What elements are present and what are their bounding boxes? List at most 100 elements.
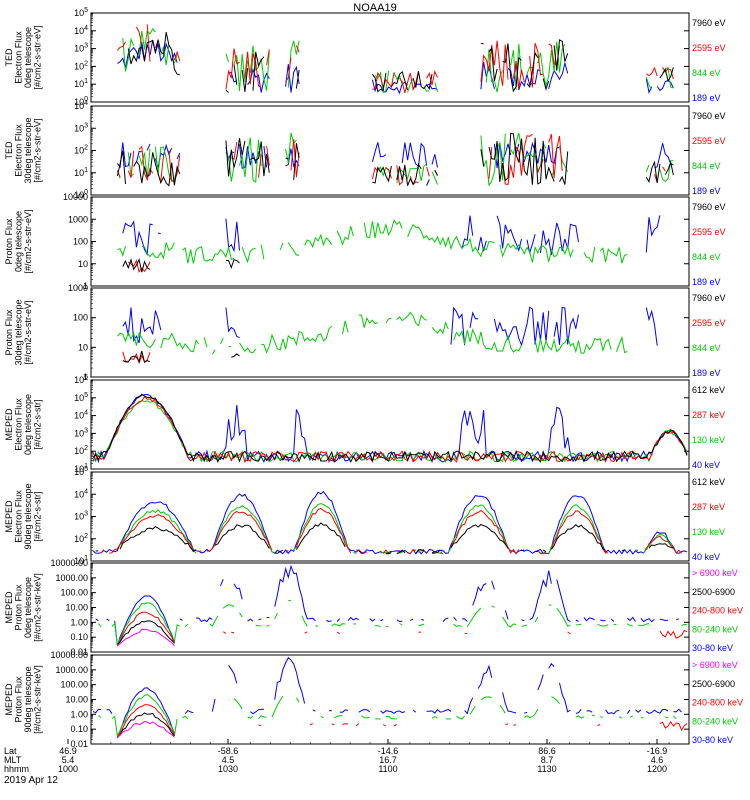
y-axis-label-line: Electron Flux (14, 398, 24, 451)
y-tick-label: 10000.00 (50, 558, 88, 568)
y-tick-label: 106 (74, 374, 88, 385)
panel-5: 101 102 103 104 105 106 MEPED Electron Flux 0deg… (4, 374, 725, 474)
panel-6: 101 102 103 104 105 MEPED Electron Flux 90deg t… (4, 466, 725, 566)
x-tick-label: 1200 (647, 764, 667, 774)
y-axis-label-line: [#/cm2-s-str-eV] (23, 209, 33, 273)
y-tick-label: 1000.00 (55, 665, 88, 675)
y-tick-label: 0.10 (70, 632, 88, 642)
y-tick-label: 104 (74, 100, 88, 111)
y-axis-label-line: [#/cm2-s-str-keV] (33, 573, 43, 642)
x-tick-label: 16.7 (379, 755, 397, 765)
x-tick-label: 4.6 (651, 755, 664, 765)
y-tick-label: 10 (78, 342, 88, 352)
y-axis-label-line: MEPED (4, 591, 14, 624)
legend-entry: 287 keV (692, 502, 725, 512)
series-trace-7960-ev (116, 132, 674, 187)
y-axis-label-line: 0deg telescope (14, 211, 24, 272)
legend-entry: 287 keV (692, 410, 725, 420)
x-tick-label: -58.6 (218, 746, 239, 756)
y-tick-label: 100.00 (60, 588, 88, 598)
legend-entry: 240-800 keV (692, 698, 743, 708)
y-tick-label: 103 (74, 43, 88, 54)
y-axis-label-line: [#/cm2-s-str-keV] (33, 665, 43, 734)
legend-entry: 189 eV (692, 93, 721, 103)
y-tick-label: 104 (74, 25, 88, 36)
y-tick-label: 10000.00 (50, 650, 88, 660)
legend-entry: 2595 eV (692, 43, 726, 53)
y-tick-label: 1.00 (70, 617, 88, 627)
series-trace-844-ev (117, 311, 628, 355)
x-axis-row-label: hhmm (4, 764, 29, 774)
y-axis-label-line: [#/cm2-s-str] (33, 491, 43, 541)
y-tick-label: 105 (74, 466, 88, 477)
legend-entry: 130 keV (692, 435, 725, 445)
y-tick-label: 104 (74, 410, 88, 421)
legend-entry: > 6900 keV (692, 568, 738, 578)
x-tick-label: 1000 (58, 764, 78, 774)
legend-entry: 7960 eV (692, 293, 726, 303)
y-tick-label: 10.00 (65, 695, 88, 705)
x-tick-label: 1030 (218, 764, 238, 774)
legend-entry: 844 eV (692, 161, 721, 171)
y-axis-label-line: [#/cm2-s-str-eV] (33, 25, 43, 89)
y-tick-label: 100 (73, 313, 88, 323)
series-trace-80-240-kev (98, 599, 688, 647)
legend-entry: 7960 eV (692, 18, 726, 28)
x-tick-label: 86.6 (538, 746, 556, 756)
y-axis-label-line: Proton Flux (14, 584, 24, 631)
series-trace-612-kev (92, 393, 688, 464)
y-axis-label-line: Electron Flux (14, 124, 24, 177)
y-tick-label: 1000.00 (55, 573, 88, 583)
x-tick-label: 46.9 (59, 746, 77, 756)
y-axis-label-line: 0deg telescope (23, 27, 33, 88)
y-axis-label-line: Proton Flux (4, 218, 14, 265)
y-tick-label: 105 (74, 7, 88, 18)
series-trace-2500-6900 (117, 620, 175, 646)
legend-entry: > 6900 keV (692, 660, 738, 670)
y-tick-label: 10.00 (65, 603, 88, 613)
series-trace-189-ev (122, 215, 661, 256)
y-axis-label-line: Electron Flux (14, 31, 24, 84)
y-tick-label: 10000 (63, 192, 88, 202)
legend-entry: 844 eV (692, 252, 721, 262)
legend-entry: 844 eV (692, 68, 721, 78)
panel-2: 100 101 102 103 104 TED Electron Flux 30deg tel… (4, 100, 726, 200)
legend-entry: 2595 eV (692, 136, 726, 146)
series-trace--6900-kev (117, 628, 175, 647)
x-tick-label: 1130 (537, 764, 556, 774)
y-axis-label-line: 0deg telescope (23, 577, 33, 638)
series-trace--6900-kev (117, 720, 175, 738)
panel-frame (90, 379, 690, 470)
x-tick-label: 1100 (378, 764, 397, 774)
legend-entry: 40 keV (692, 552, 720, 562)
x-axis-row-label: MLT (4, 755, 22, 765)
y-axis-label-line: Proton Flux (14, 676, 24, 723)
y-axis-label-line: TED (4, 141, 14, 160)
panel-frame (90, 287, 690, 378)
date-label: 2019 Apr 12 (4, 775, 58, 786)
series-trace-7960-ev (122, 350, 240, 364)
series-trace-240-800-kev (116, 611, 688, 647)
y-tick-label: 104 (74, 488, 88, 499)
legend-entry: 30-80 keV (692, 643, 733, 653)
y-tick-label: 102 (74, 445, 88, 456)
legend-entry: 130 keV (692, 527, 725, 537)
y-axis-label-line: [#/cm2-s-str-eV] (33, 118, 43, 182)
series-trace-2500-6900 (117, 712, 175, 738)
legend-entry: 7960 eV (692, 111, 726, 121)
legend-entry: 80-240 keV (692, 716, 738, 726)
series-trace-612-kev (95, 522, 674, 555)
legend-entry: 844 eV (692, 343, 721, 353)
panel-7: 0.01 0.10 1.00 10.00 100.00 1000.00 10000.00 ME… (4, 558, 743, 657)
y-tick-label: 102 (74, 60, 88, 71)
legend-entry: 2595 eV (692, 318, 726, 328)
y-tick-label: 101 (74, 555, 88, 566)
y-axis-label-line: MEPED (4, 683, 14, 716)
panel-1: 100 101 102 103 104 105 TED Electron Flux 0deg t… (4, 7, 726, 107)
x-axis-row-label: Lat (4, 746, 17, 756)
y-tick-label: 1 (83, 372, 88, 382)
y-tick-label: 0.10 (70, 724, 88, 734)
legend-entry: 2500-6900 (692, 587, 735, 597)
series-trace-2595-ev (122, 351, 151, 365)
x-tick-label: -16.9 (647, 746, 668, 756)
